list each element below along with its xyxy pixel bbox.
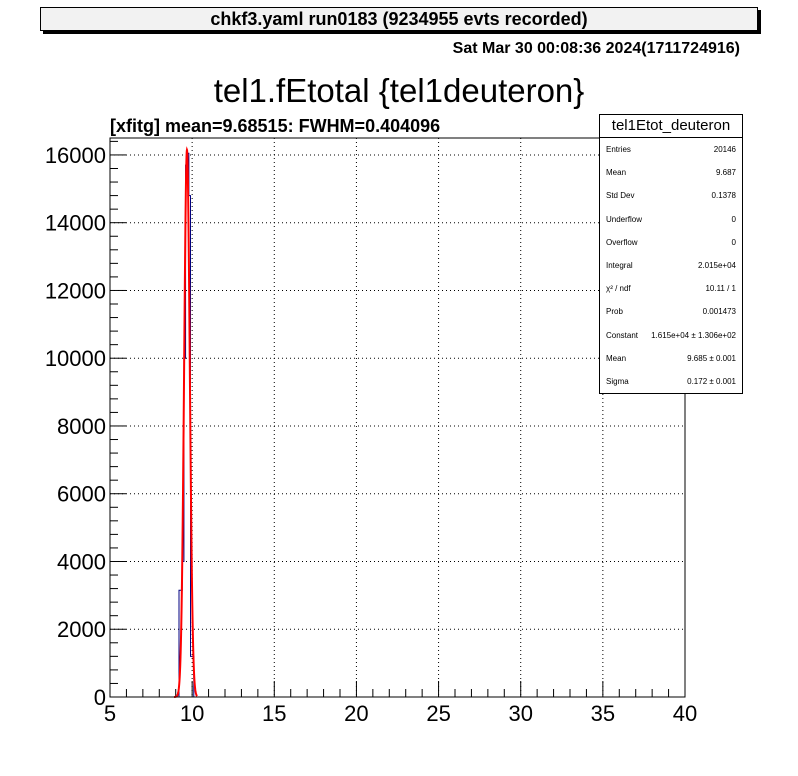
stats-row-value: 0.172 ± 0.001 (687, 376, 736, 386)
gaussian-fit-curve (174, 146, 198, 698)
stats-row: Prob 0.001473 (600, 300, 742, 323)
x-tick-label: 25 (426, 701, 450, 726)
stats-row-name: Overflow (606, 237, 638, 247)
y-tick-label: 2000 (57, 617, 106, 642)
stats-row: Underflow 0 (600, 208, 742, 231)
y-tick-label: 10000 (45, 346, 106, 371)
stats-row-name: Entries (606, 145, 631, 154)
stats-row-value: 9.687 (715, 168, 736, 178)
stats-row: Constant 1.615e+04 ± 1.306e+02 (600, 324, 742, 347)
stats-row-value: 0 (731, 237, 736, 247)
stats-row-name: Std Dev (606, 191, 635, 201)
stats-row: Mean 9.687 (600, 161, 742, 184)
stats-row-value: 9.685 ± 0.001 (687, 353, 736, 363)
header-title: chkf3.yaml run0183 (9234955 evts recorde… (210, 9, 588, 29)
x-tick-label: 15 (262, 701, 286, 726)
x-tick-label: 20 (344, 701, 368, 726)
header-title-box: chkf3.yaml run0183 (9234955 evts recorde… (40, 7, 758, 31)
stats-row-value: 20146 (713, 145, 736, 154)
stats-rows: Entries 20146 Mean 9.687 Std Dev 0.1378 Underf… (600, 138, 742, 393)
stats-row-name: Mean (606, 168, 627, 178)
fit-summary-label: [xfitg] mean=9.68515: FWHM=0.404096 (110, 116, 441, 136)
stats-row: Sigma 0.172 ± 0.001 (600, 370, 742, 393)
timestamp: Sat Mar 30 00:08:36 2024(1711724916) (452, 40, 740, 57)
stats-row-value: 10.11 / 1 (705, 284, 736, 294)
stats-row: χ² / ndf 10.11 / 1 (600, 277, 742, 300)
tick-labels: 5 10 15 20 25 30 35 40 0 2000 4000 6000 8000 10000 120… (45, 143, 697, 726)
stats-row: Std Dev 0.1378 (600, 184, 742, 207)
stats-row-value: 0.1378 (711, 191, 736, 201)
data-series (174, 146, 198, 698)
stats-row-value: 0 (731, 214, 736, 224)
stats-row: Integral 2.015e+04 (600, 254, 742, 277)
stats-row-name: Integral (606, 260, 633, 270)
stats-row-value: 1.615e+04 ± 1.306e+02 (651, 330, 736, 340)
stats-row: Overflow 0 (600, 231, 742, 254)
x-tick-label: 5 (104, 701, 116, 726)
stats-row-value: 0.001473 (702, 307, 736, 317)
stats-row-name: Prob (606, 307, 623, 317)
y-tick-label: 12000 (45, 278, 106, 303)
y-tick-label: 0 (94, 685, 106, 710)
stats-row-value: 2.015e+04 (697, 260, 736, 270)
y-tick-label: 8000 (57, 414, 106, 439)
y-tick-label: 16000 (45, 143, 106, 168)
x-tick-label: 40 (673, 701, 697, 726)
stats-row: Mean 9.685 ± 0.001 (600, 347, 742, 370)
x-tick-label: 30 (508, 701, 532, 726)
y-tick-label: 4000 (57, 549, 106, 574)
stats-row-name: Sigma (606, 376, 629, 386)
y-tick-label: 14000 (45, 211, 106, 236)
stats-row-name: Mean (606, 353, 627, 363)
chart-title: tel1.fEtotal {tel1deuteron} (213, 72, 585, 109)
y-tick-label: 6000 (57, 482, 106, 507)
stats-row-name: χ² / ndf (606, 284, 631, 294)
x-tick-label: 10 (180, 701, 204, 726)
stats-row-name: Constant (606, 330, 639, 340)
stats-row: Entries 20146 (600, 138, 742, 161)
x-tick-label: 35 (591, 701, 615, 726)
plot-frame (109, 137, 686, 698)
stats-row-name: Underflow (606, 214, 643, 224)
stats-title: tel1Etot_deuteron (600, 115, 742, 138)
stats-box: tel1Etot_deuteron Entries 20146 Mean 9.687 S… (599, 114, 743, 394)
